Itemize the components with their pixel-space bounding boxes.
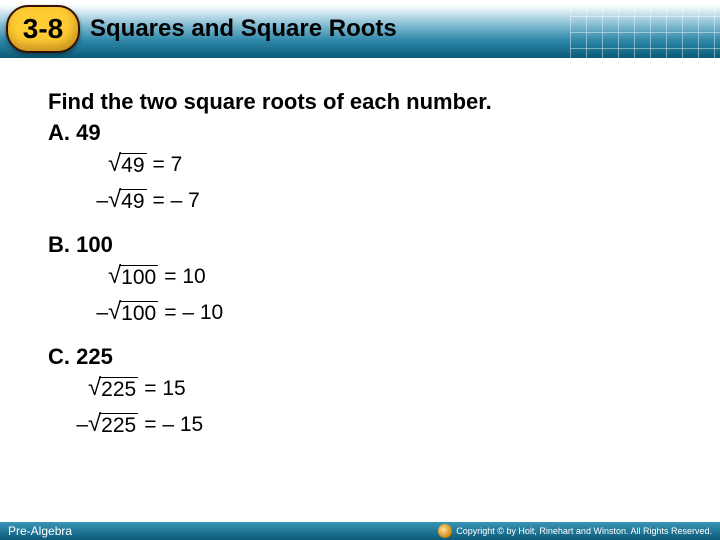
sign-prefix: –: [78, 189, 108, 213]
chapter-title: Squares and Square Roots: [90, 15, 397, 43]
equation-rhs: = – 10: [164, 301, 223, 325]
slide-header: 3-8 Squares and Square Roots: [0, 0, 720, 58]
sqrt-expression: √ 100: [108, 264, 158, 289]
problem-c-label: C. 225: [48, 344, 672, 370]
radicand: 100: [119, 265, 158, 290]
copyright-text: Copyright © by Holt, Rinehart and Winsto…: [456, 526, 712, 536]
slide-footer: Pre-Algebra Copyright © by Holt, Rinehar…: [0, 522, 720, 540]
equation-rhs: = 7: [153, 153, 183, 177]
header-grid-decoration: [570, 0, 720, 58]
problem-b-label: B. 100: [48, 232, 672, 258]
equation-rhs: = – 15: [144, 413, 203, 437]
sign-prefix: –: [58, 413, 88, 437]
radicand: 49: [119, 153, 146, 178]
equation-row: – √ 100 = – 10: [48, 300, 672, 330]
section-badge: 3-8: [6, 5, 80, 53]
sign-prefix: –: [78, 301, 108, 325]
sqrt-expression: √ 49: [108, 152, 147, 177]
footer-course-name: Pre-Algebra: [8, 524, 72, 538]
sqrt-expression: √ 225: [88, 412, 138, 437]
sqrt-expression: √ 49: [108, 188, 147, 213]
radicand: 100: [119, 301, 158, 326]
equation-row: √ 100 = 10: [48, 264, 672, 294]
radicand: 225: [99, 413, 138, 438]
problem-a-label: A. 49: [48, 120, 672, 146]
equation-row: √ 49 = 7: [48, 152, 672, 182]
footer-copyright: Copyright © by Holt, Rinehart and Winsto…: [438, 524, 712, 538]
slide-content: Find the two square roots of each number…: [0, 58, 720, 442]
equation-rhs: = – 7: [153, 189, 200, 213]
equation-row: √ 225 = 15: [48, 376, 672, 406]
equation-rhs: = 10: [164, 265, 205, 289]
radicand: 225: [99, 377, 138, 402]
sqrt-expression: √ 100: [108, 300, 158, 325]
section-number: 3-8: [23, 13, 63, 45]
instruction-text: Find the two square roots of each number…: [48, 88, 672, 116]
equation-row: – √ 49 = – 7: [48, 188, 672, 218]
sqrt-expression: √ 225: [88, 376, 138, 401]
equation-row: – √ 225 = – 15: [48, 412, 672, 442]
publisher-logo-icon: [438, 524, 452, 538]
radicand: 49: [119, 189, 146, 214]
equation-rhs: = 15: [144, 377, 185, 401]
